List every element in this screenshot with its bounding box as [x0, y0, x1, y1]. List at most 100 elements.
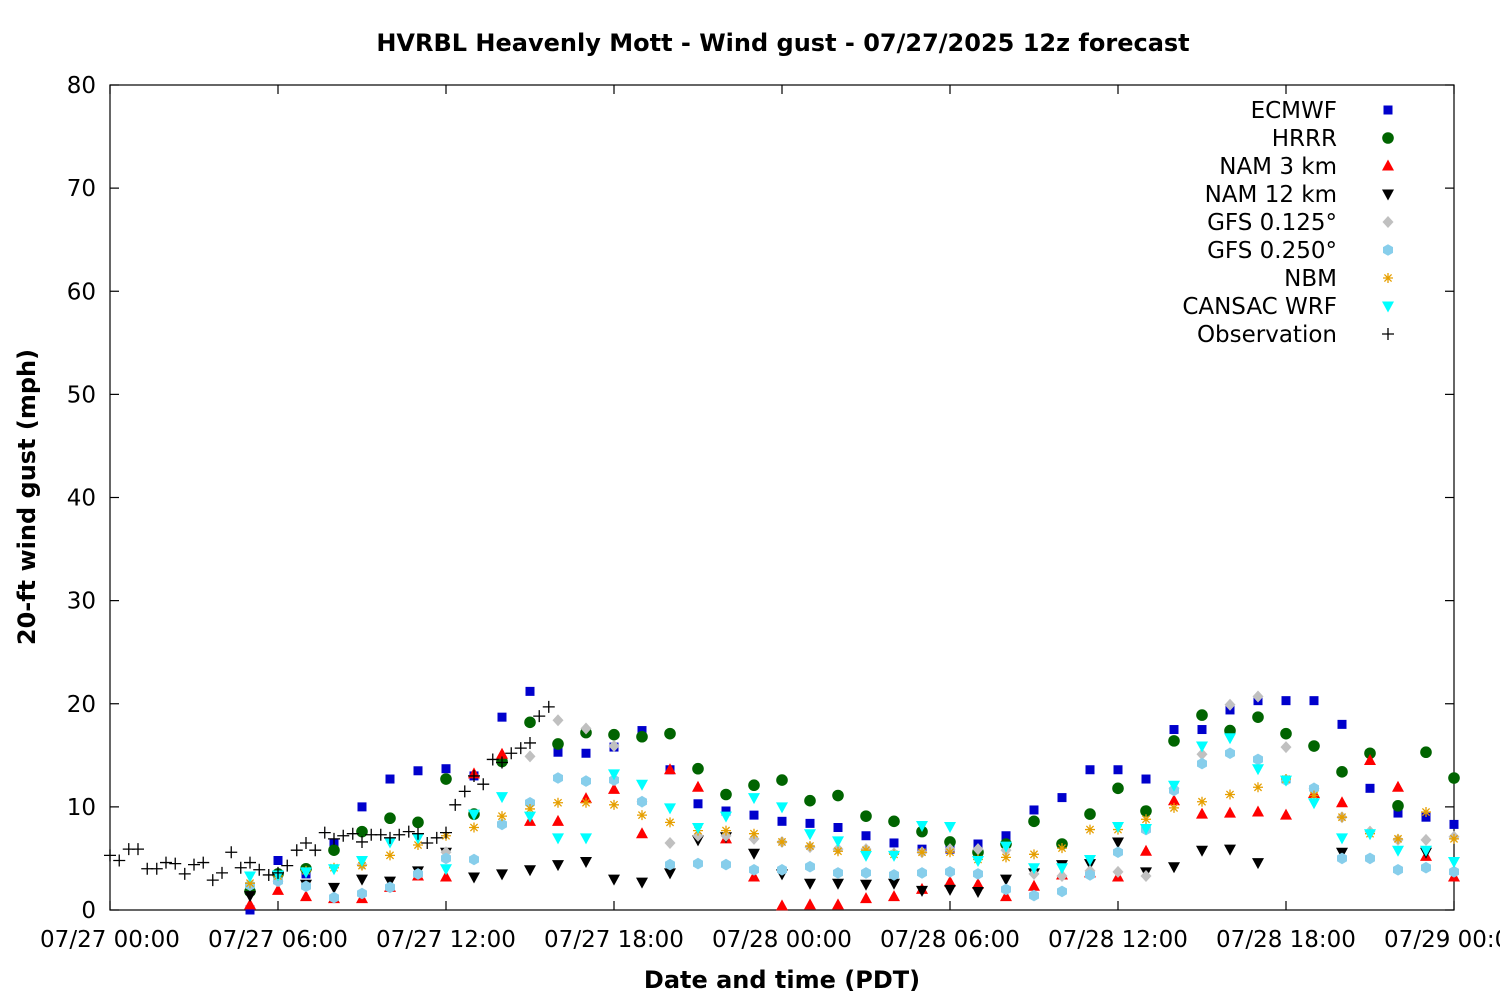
data-point [1449, 833, 1459, 844]
data-point [1309, 790, 1319, 801]
data-point [505, 747, 518, 760]
data-marks [104, 686, 1460, 915]
data-point [328, 864, 340, 876]
data-point [1140, 824, 1152, 836]
legend-marker [1383, 105, 1393, 115]
legend-marker [1382, 159, 1394, 171]
data-point [1420, 746, 1432, 759]
data-point [804, 878, 816, 890]
data-point [749, 828, 759, 839]
data-point [748, 870, 760, 882]
data-point [1364, 829, 1376, 841]
data-point [693, 799, 703, 809]
data-point [273, 856, 283, 865]
data-point [748, 779, 760, 792]
data-point [525, 686, 535, 696]
data-point [497, 811, 507, 822]
data-point [1057, 843, 1067, 854]
data-point [833, 823, 843, 832]
data-point [692, 762, 704, 775]
data-point [421, 836, 434, 849]
data-point [833, 846, 843, 857]
data-point [1365, 783, 1375, 793]
legend-label: NAM 12 km [1205, 182, 1337, 208]
data-point [664, 803, 676, 815]
data-point [1392, 845, 1404, 857]
data-point [1252, 711, 1264, 723]
y-tick-label: 20 [67, 692, 96, 718]
data-point [776, 774, 788, 786]
data-point [441, 764, 451, 774]
data-point [1084, 854, 1096, 866]
data-point [1337, 719, 1347, 729]
data-point [1197, 757, 1207, 770]
data-point [1364, 747, 1376, 760]
data-point [1392, 780, 1404, 792]
data-point [721, 806, 731, 816]
data-point [693, 857, 703, 870]
data-point [245, 905, 255, 915]
x-tick-label: 07/29 00:00 [1384, 927, 1500, 953]
data-point [1336, 766, 1348, 778]
data-point [496, 792, 508, 804]
data-point [1168, 862, 1180, 874]
data-point [1309, 696, 1319, 706]
x-tick-label: 07/28 00:00 [712, 927, 852, 953]
data-point [1336, 796, 1348, 808]
legend-label: HRRR [1272, 126, 1337, 152]
data-point [721, 858, 731, 871]
data-point [1364, 753, 1376, 765]
data-point [861, 831, 871, 841]
data-point [637, 726, 647, 736]
data-point [1000, 874, 1012, 886]
data-point [1224, 844, 1236, 856]
data-point [300, 836, 312, 849]
data-point [945, 847, 955, 858]
data-point [1225, 789, 1235, 800]
legend-label: NBM [1284, 266, 1337, 292]
data-point [1028, 863, 1040, 875]
data-point [1141, 814, 1151, 825]
data-point [888, 878, 900, 890]
data-point [972, 877, 984, 889]
data-point [1224, 733, 1236, 745]
data-point [469, 853, 479, 866]
data-point [132, 843, 144, 856]
data-point [318, 826, 331, 839]
data-point [552, 860, 564, 872]
data-point [1421, 861, 1431, 874]
data-point [664, 727, 676, 740]
data-point [496, 756, 508, 769]
legend-marker [1382, 189, 1394, 201]
data-point [309, 844, 322, 857]
y-tick-label: 70 [67, 176, 96, 202]
data-point [637, 810, 647, 821]
data-point [253, 863, 266, 876]
data-point [609, 799, 619, 810]
data-point [1253, 753, 1263, 766]
data-point [944, 836, 956, 848]
data-point [244, 898, 256, 910]
data-point [608, 728, 620, 741]
data-point [225, 846, 238, 859]
data-point [1449, 819, 1459, 829]
data-point [245, 878, 255, 889]
legend-label: ECMWF [1251, 98, 1337, 124]
data-point [188, 858, 200, 871]
x-tick-label: 07/27 12:00 [376, 927, 516, 953]
data-point [1085, 869, 1095, 881]
legend-label: CANSAC WRF [1182, 294, 1337, 320]
data-point [169, 857, 182, 870]
data-point [1085, 765, 1095, 775]
series-1 [244, 709, 1460, 898]
data-point [328, 844, 340, 856]
data-point [1196, 741, 1208, 753]
data-point [581, 748, 591, 758]
x-tick-label: 07/28 18:00 [1216, 927, 1356, 953]
data-point [1448, 772, 1460, 784]
data-point [533, 710, 546, 723]
data-point [916, 820, 928, 832]
data-point [664, 763, 676, 775]
